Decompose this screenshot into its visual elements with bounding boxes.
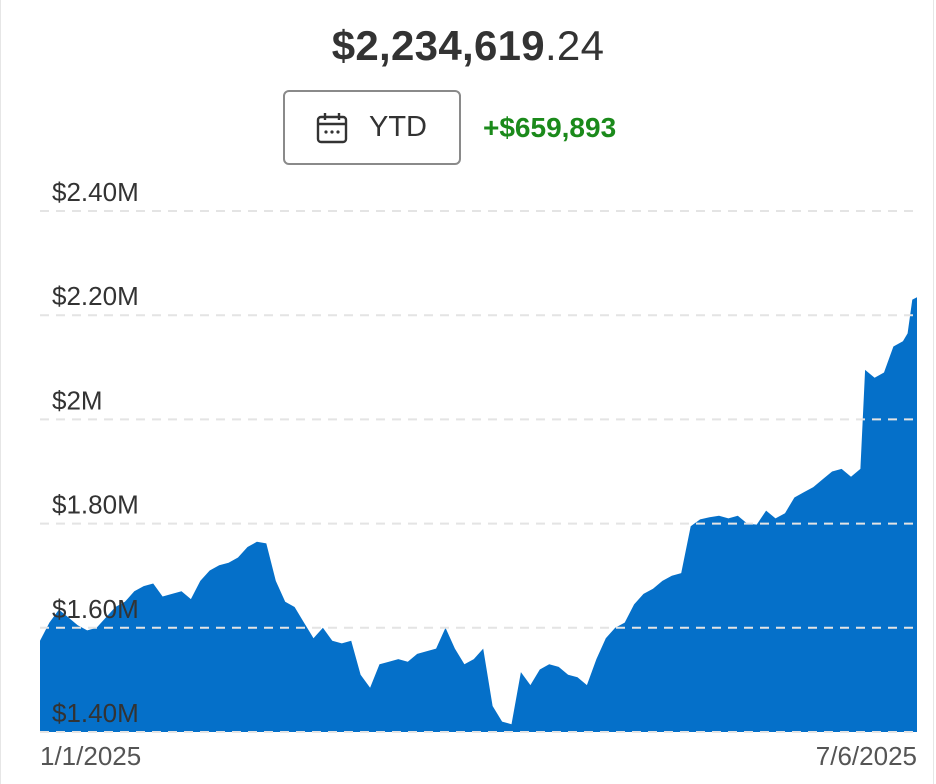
portfolio-value-cents: .24 bbox=[544, 22, 605, 69]
y-tick-label: $2.20M bbox=[52, 281, 139, 311]
range-label: YTD bbox=[369, 111, 427, 143]
y-tick-label: $1.40M bbox=[52, 698, 139, 728]
calendar-icon bbox=[315, 111, 349, 145]
range-selector-button[interactable]: YTD bbox=[283, 90, 461, 165]
x-tick-label-end: 7/6/2025 bbox=[816, 741, 917, 771]
period-change: +$659,893 bbox=[483, 112, 617, 143]
y-tick-label: $2M bbox=[52, 385, 103, 415]
portfolio-value-main: $2,234,619 bbox=[331, 22, 545, 69]
y-tick-label: $1.80M bbox=[52, 490, 139, 520]
y-tick-label: $2.40M bbox=[52, 177, 139, 207]
x-tick-label-start: 1/1/2025 bbox=[40, 741, 141, 771]
portfolio-value: $2,234,619.24 bbox=[0, 22, 936, 70]
y-tick-label: $1.60M bbox=[52, 594, 139, 624]
portfolio-area bbox=[40, 297, 917, 732]
